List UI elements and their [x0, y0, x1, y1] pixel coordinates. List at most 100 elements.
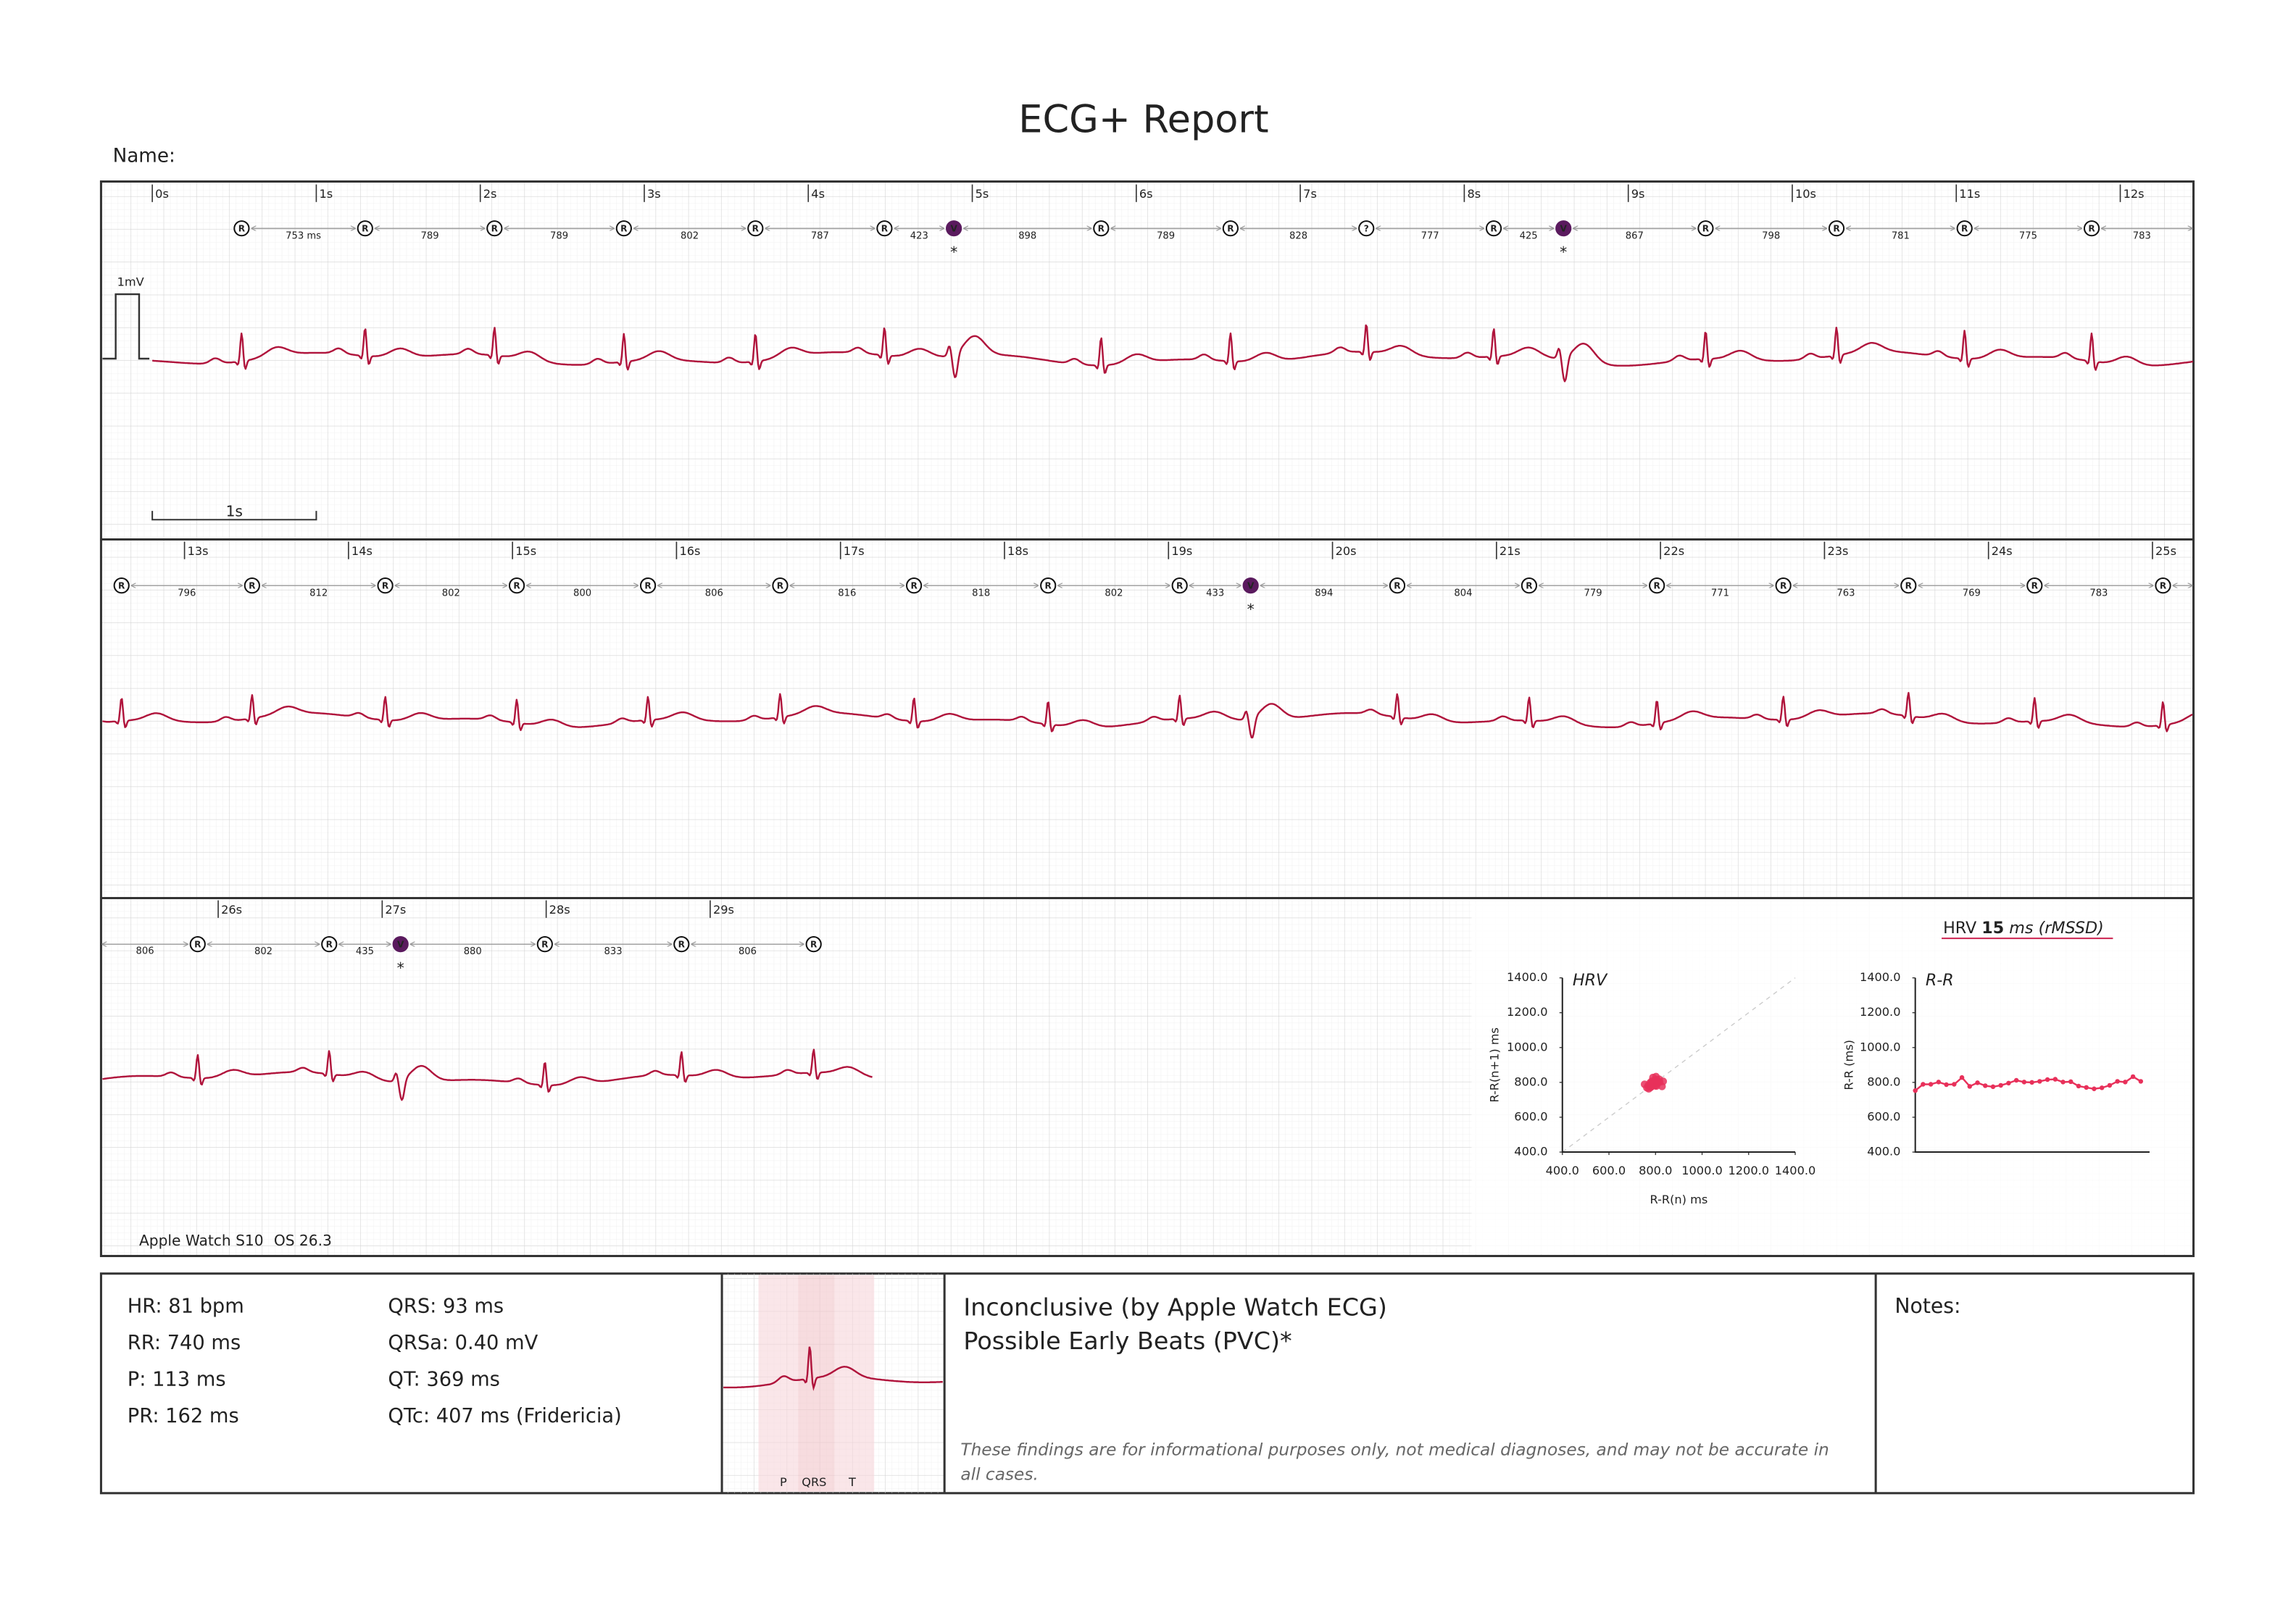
rr-point: [2115, 1079, 2120, 1084]
beat-marker: [615, 220, 632, 237]
y-tick-label: 1400.0: [1507, 970, 1548, 984]
rr-point: [1990, 1084, 1996, 1090]
interval-label: 789: [421, 230, 439, 241]
chart-title: HRV: [1573, 971, 1608, 990]
interval-label: 433: [1206, 588, 1224, 598]
interval-label: 802: [681, 230, 699, 241]
disclaimer-box: These findings are for informational pur…: [960, 1439, 1829, 1485]
point: [1659, 1077, 1668, 1085]
interval-label: 425: [1520, 230, 1538, 241]
beat-marker: [486, 220, 503, 237]
interval-value: 789: [550, 230, 568, 241]
pvc-mark: *: [1247, 601, 1255, 618]
interval-label: 423: [910, 230, 928, 241]
wave-label: T: [848, 1475, 856, 1489]
beat-marker: [2026, 577, 2043, 594]
x-tick-label: 1000.0: [1681, 1164, 1723, 1177]
beat-marker: [1649, 577, 1665, 594]
y-tick-label: 1200.0: [1860, 1005, 1901, 1019]
beat-marker: [1697, 220, 1714, 237]
interval-label: 806: [739, 946, 757, 957]
beat-marker: [772, 577, 789, 594]
time-label: 19s: [1171, 544, 1192, 558]
interval-label: 777: [1421, 230, 1439, 241]
beat-label: R: [194, 940, 201, 950]
beat-marker: [1521, 577, 1538, 594]
rr-point: [1959, 1075, 1965, 1080]
beat-marker: [1389, 577, 1406, 594]
interval-label: 816: [838, 588, 856, 598]
beat-label: R: [1905, 581, 1913, 591]
wave-label: QRS: [802, 1475, 826, 1489]
beat-marker: [1828, 220, 1845, 237]
beat-label: R: [810, 940, 818, 950]
beat-label: R: [2031, 581, 2039, 591]
measurement: QTc: 407 ms (Fridericia): [388, 1405, 621, 1427]
beat-label: R: [620, 224, 628, 234]
beat-marker: [377, 577, 394, 594]
rr-point: [2068, 1079, 2074, 1085]
time-label: 11s: [1959, 187, 1980, 201]
beat-label: V: [1247, 581, 1255, 591]
interval-unit: ms: [307, 230, 321, 241]
y-tick-label: 800.0: [1514, 1075, 1547, 1088]
interval-label: 894: [1315, 588, 1333, 598]
interval-label: 898: [1018, 230, 1036, 241]
time-label: 29s: [713, 903, 734, 917]
time-label: 15s: [515, 544, 536, 558]
beat-marker: [747, 220, 764, 237]
interval-value: 769: [1963, 588, 1981, 598]
rr-point: [2029, 1080, 2034, 1085]
beat-marker: [2083, 220, 2100, 237]
rr-point: [2084, 1085, 2089, 1090]
rr-point: [2006, 1080, 2011, 1086]
y-tick-label: 600.0: [1867, 1109, 1900, 1123]
y-tick-label: 800.0: [1867, 1075, 1900, 1088]
rr-point: [1944, 1082, 1949, 1088]
interval-label: 763: [1837, 588, 1855, 598]
time-label: 12s: [2124, 187, 2145, 201]
beat-label: R: [382, 581, 389, 591]
rr-point: [1983, 1083, 1988, 1088]
interval-value: 812: [309, 588, 328, 598]
beat-label: R: [1227, 224, 1234, 234]
beat-marker: [905, 577, 923, 594]
beat-marker: [357, 220, 373, 237]
interval-value: 798: [1762, 230, 1780, 241]
x-tick-label: 400.0: [1546, 1164, 1579, 1177]
interval-value: 783: [2089, 588, 2108, 598]
beat-label: ?: [1364, 224, 1369, 234]
hrv-label: HRV: [1943, 918, 1977, 937]
rr-point: [2138, 1079, 2144, 1084]
measurement: HR: 81 bpm: [128, 1296, 244, 1318]
interval-label: 800: [573, 588, 591, 598]
interval-value: 775: [2019, 230, 2037, 241]
measurement: PR: 162 ms: [128, 1405, 239, 1427]
x-axis-label: R-R(n) ms: [1650, 1193, 1708, 1206]
beat-marker: [1900, 577, 1917, 594]
beat-label: R: [238, 224, 246, 234]
y-tick-label: 1400.0: [1860, 970, 1901, 984]
ecg-trace: [102, 1048, 873, 1101]
interval-value: 789: [1157, 230, 1175, 241]
interval-value: 818: [972, 588, 990, 598]
finding: Possible Early Beats (PVC)*: [963, 1327, 1292, 1355]
beat-label: R: [777, 581, 784, 591]
beat-label: R: [1045, 581, 1052, 591]
measurement: RR: 740 ms: [128, 1332, 241, 1354]
y-tick-label: 1000.0: [1507, 1040, 1548, 1054]
beat-label: R: [541, 940, 549, 950]
beat-marker: [244, 577, 260, 594]
p-band: [758, 1274, 799, 1492]
beat-label: R: [678, 940, 686, 950]
beat-marker: [1040, 577, 1057, 594]
beat-marker: [1555, 220, 1572, 237]
time-label: 26s: [221, 903, 242, 917]
rr-point: [1998, 1082, 2003, 1088]
y-tick-label: 400.0: [1514, 1145, 1547, 1159]
time-label: 2s: [483, 187, 497, 201]
beat-label: R: [910, 581, 918, 591]
beat-label: R: [2088, 224, 2095, 234]
interval-label: 783: [2133, 230, 2151, 241]
